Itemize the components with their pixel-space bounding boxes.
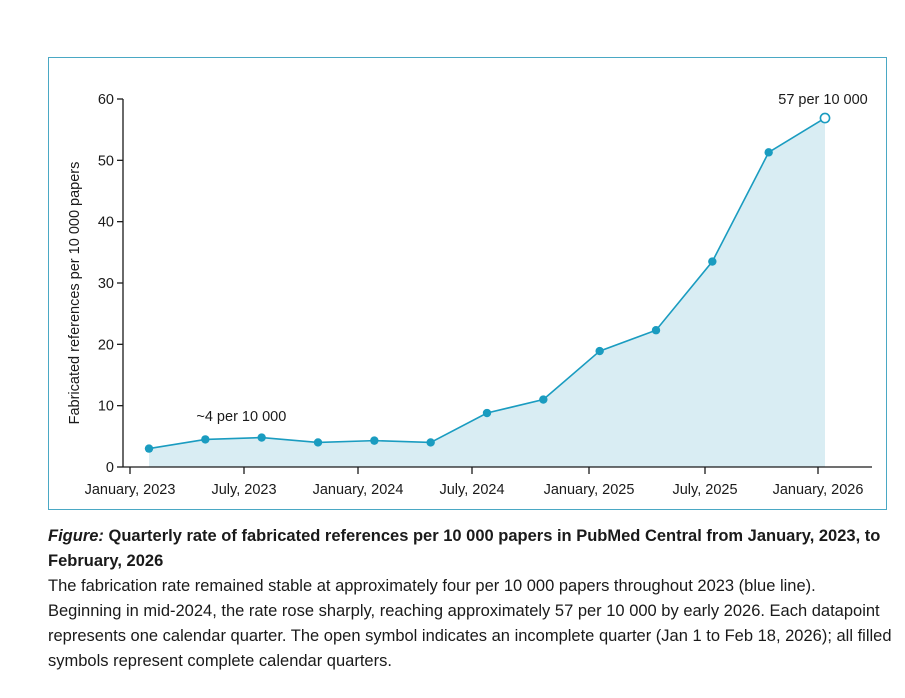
y-tick-label: 20 (98, 337, 114, 353)
data-point (708, 257, 717, 266)
data-point (482, 408, 492, 418)
data-point (257, 433, 266, 442)
area-fill (149, 118, 825, 467)
data-point (426, 438, 435, 447)
x-tick-label: July, 2023 (211, 482, 276, 498)
y-axis-label: Fabricated references per 10 000 papers (67, 162, 83, 425)
y-tick-label: 60 (98, 92, 114, 108)
x-tick-label: January, 2024 (313, 482, 404, 498)
data-point (144, 444, 154, 453)
chart-frame (48, 57, 887, 510)
y-tick-label: 0 (106, 460, 114, 476)
data-point (651, 326, 661, 335)
data-point (313, 438, 323, 447)
y-tick-label: 30 (98, 276, 114, 292)
x-tick-label: January, 2023 (85, 482, 176, 498)
chart: 0 10 20 30 40 50 60 January, 2023 July, 2023 Janu… (67, 92, 872, 498)
x-tick-label: July, 2025 (672, 482, 737, 498)
figure-caption: Figure: Quarterly rate of fabricated ref… (48, 524, 893, 674)
x-tick-label: January, 2026 (773, 482, 864, 498)
x-tick-label: January, 2025 (544, 482, 635, 498)
data-point (539, 395, 548, 404)
caption-body: The fabrication rate remained stable at … (48, 577, 892, 670)
y-tick-label: 40 (98, 215, 114, 231)
data-point (370, 436, 379, 445)
data-point (595, 346, 604, 356)
caption-title-text: Quarterly rate of fabricated references … (48, 527, 881, 570)
x-tick-label: July, 2024 (439, 482, 504, 498)
data-point-open (819, 112, 831, 124)
annotation-label: 57 per 10 000 (778, 92, 868, 108)
annotation-label: ~4 per 10 000 (196, 409, 286, 425)
caption-lead: Figure: (48, 527, 104, 545)
y-tick-label: 50 (98, 153, 114, 169)
caption-title: Figure: Quarterly rate of fabricated ref… (48, 524, 893, 574)
data-point (201, 435, 210, 444)
y-tick-label: 10 (98, 399, 114, 415)
data-point (764, 148, 773, 157)
